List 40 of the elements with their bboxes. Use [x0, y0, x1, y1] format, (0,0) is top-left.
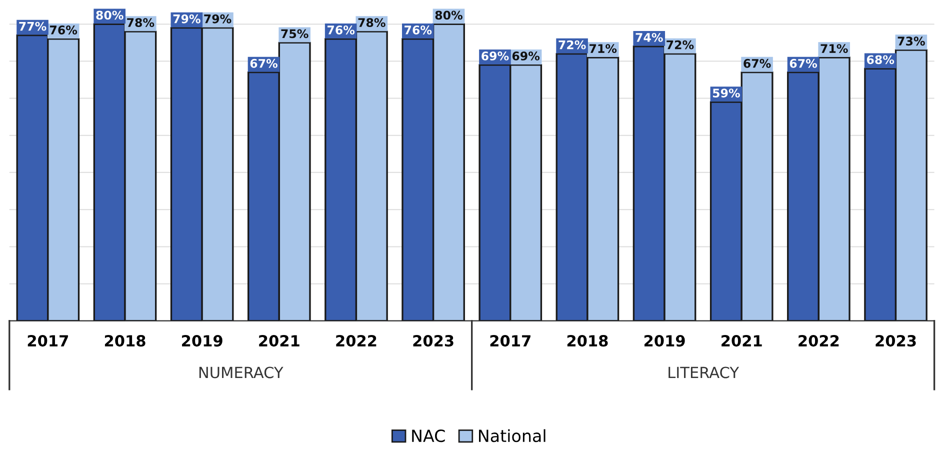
data-label: 78% [358, 18, 386, 28]
x-tick-label: 2023 [413, 335, 454, 347]
text: NUMERACY [199, 366, 284, 378]
x-tick-label: 2017 [490, 335, 530, 347]
data-label: 79% [173, 14, 200, 24]
data-label: 76% [404, 26, 432, 34]
x-tick-label: 2018 [567, 335, 608, 347]
data-label: 80% [96, 10, 124, 20]
x-tick-label: 2021 [259, 335, 300, 347]
x-tick-label: 2018 [104, 335, 146, 347]
legend-label: NAC [412, 430, 445, 442]
x-tick-label: 2022 [798, 335, 839, 347]
data-label: 59% [712, 88, 740, 98]
data-label: 68% [866, 55, 894, 64]
data-label: 72% [558, 40, 586, 50]
data-label: 75% [281, 29, 308, 38]
data-label: 69% [482, 51, 509, 60]
data-label: 73% [898, 36, 925, 46]
data-label: 67% [744, 58, 771, 68]
data-label: 76% [50, 26, 78, 34]
data-label: 67% [250, 58, 278, 68]
data-label: 76% [327, 26, 355, 34]
x-tick-label: 2023 [876, 335, 916, 347]
data-label: 69% [512, 51, 540, 60]
x-tick-label: 2017 [28, 335, 68, 347]
data-label: 77% [19, 22, 46, 31]
data-label: 80% [435, 10, 462, 20]
data-label: 67% [790, 58, 818, 68]
data-label: 71% [590, 44, 617, 54]
data-label: 79% [204, 14, 232, 24]
data-label: 74% [636, 32, 663, 42]
data-label: 78% [127, 18, 154, 28]
x-tick-label: 2021 [722, 335, 762, 347]
x-tick-label: 2019 [644, 335, 685, 347]
text: LITERACY [668, 366, 740, 378]
data-label: 72% [666, 40, 694, 50]
x-tick-label: 2019 [182, 335, 222, 347]
legend-label: National [479, 429, 546, 442]
data-label: 71% [820, 44, 848, 54]
x-tick-label: 2022 [336, 335, 376, 347]
